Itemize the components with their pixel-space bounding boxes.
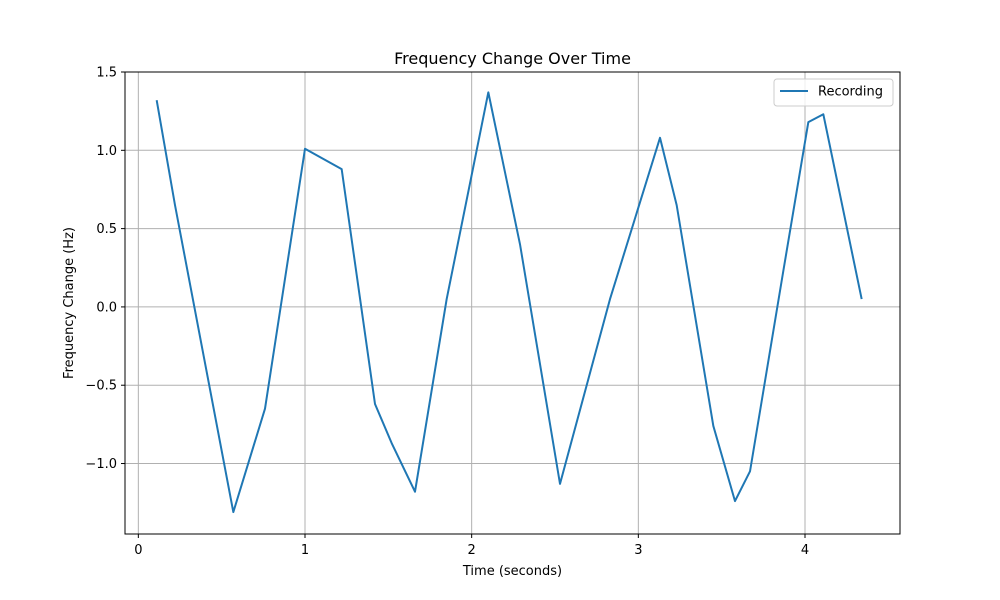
y-tick-label: −1.0 xyxy=(85,457,117,472)
x-tick-label: 3 xyxy=(634,543,642,558)
y-tick-label: 1.0 xyxy=(96,144,117,159)
series-layer xyxy=(155,91,863,514)
y-tick-label: −0.5 xyxy=(85,379,117,394)
plot-area-frame xyxy=(124,71,901,535)
y-axis-ticks: −1.0 −0.5 0.0 0.5 1.0 1.5 xyxy=(85,66,125,472)
series-line-recording xyxy=(155,91,863,514)
x-axis-label: Time (seconds) xyxy=(462,564,562,579)
legend-label-recording: Recording xyxy=(818,85,883,100)
x-axis-ticks: 0 1 2 3 4 xyxy=(134,534,809,558)
y-axis-label: Frequency Change (Hz) xyxy=(62,227,77,379)
chart-title: Frequency Change Over Time xyxy=(394,49,631,68)
x-tick-label: 0 xyxy=(134,543,142,558)
legend-box xyxy=(773,78,894,107)
y-tick-label: 0.5 xyxy=(96,222,117,237)
x-tick-label: 4 xyxy=(801,543,809,558)
x-tick-label: 1 xyxy=(301,543,309,558)
y-tick-label: 0.0 xyxy=(96,300,117,315)
legend: Recording xyxy=(773,78,894,107)
y-tick-label: 1.5 xyxy=(96,66,117,81)
x-tick-label: 2 xyxy=(468,543,476,558)
